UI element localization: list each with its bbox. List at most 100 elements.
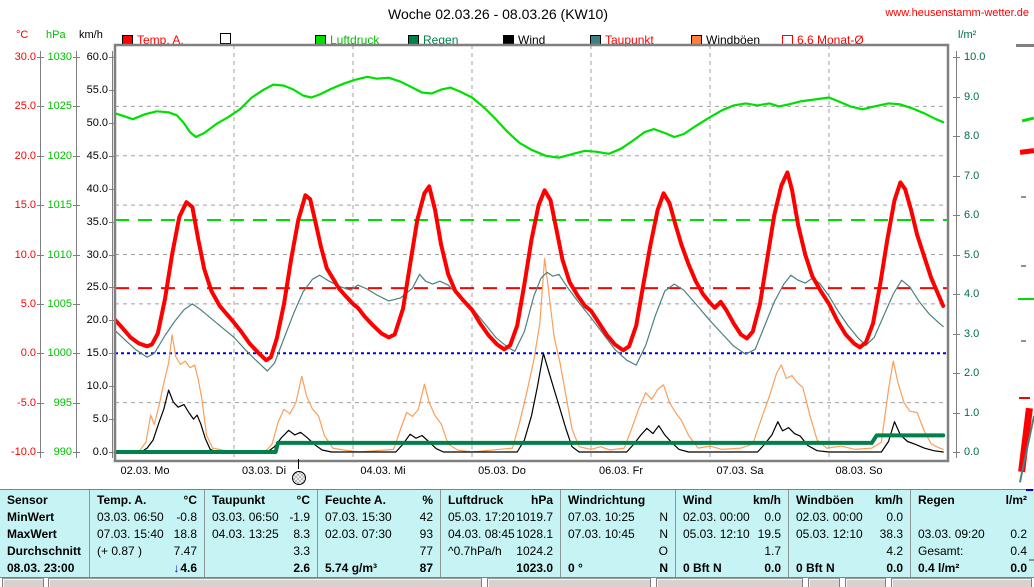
axis-tick-label-rain: 0.0 — [964, 446, 980, 458]
axis-tick-label-temp: -10.0 — [10, 446, 36, 458]
cell-left: 03.03. 09:20 — [918, 526, 985, 541]
table-cell-row: (+ 0.87 ) 7.47 — [90, 542, 204, 559]
x-axis-label: 07.03. Sa — [716, 465, 764, 477]
x-axis-label: 02.03. Mo — [120, 465, 170, 477]
cell-value: 0.0 — [1010, 560, 1027, 575]
table-cell-row: 5.74 g/m³ 87 — [318, 559, 440, 576]
row-label-text: MaxWert — [7, 526, 57, 541]
axis-header-lm2: l/m² — [958, 29, 977, 41]
legend-label: Regen — [423, 33, 459, 47]
cell-value: 1028.1 — [516, 526, 553, 541]
axis-tick-label-hpa: 1005 — [47, 297, 72, 310]
axis-tick-label-temp: 25.0 — [14, 100, 36, 113]
full-moon-icon — [292, 471, 306, 485]
cell-value: N — [659, 509, 668, 524]
cell-value: 2.6 — [293, 560, 310, 575]
legend-swatch-icon — [220, 33, 231, 44]
axis-tick-temp — [37, 254, 44, 256]
sensor-stats-table: Sensor MinWert MaxWert Durchschnitt 08.03. 2… — [0, 489, 1034, 578]
chart-fragment-mark — [1021, 265, 1026, 267]
axis-tick-hpa — [73, 155, 80, 157]
row-label-text: Sensor — [7, 492, 48, 507]
axis-tick-label-kmh: 15.0 — [86, 347, 108, 360]
axis-tick-label-rain: 7.0 — [964, 169, 980, 182]
chart-fragment-mark — [1021, 340, 1026, 342]
table-cell-row: 05.03. 17:20 1019.7 — [441, 508, 560, 525]
website-link[interactable]: www.heusenstamm-wetter.de — [885, 7, 1029, 19]
cell-value: 18.8 — [173, 526, 197, 541]
table-cell-row: 2.6 — [205, 559, 317, 576]
table-cell-row: 03.03. 06:50 -1.9 — [205, 508, 317, 525]
table-cell-row: 0 Bft N 0.0 — [676, 559, 788, 576]
axis-tick-label-temp: 30.0 — [14, 51, 36, 63]
column-title: Windrichtung — [568, 492, 646, 507]
axis-tick-rain — [953, 412, 960, 414]
axis-tick-label-hpa: 1015 — [47, 199, 72, 212]
axis-tick-rain — [953, 96, 960, 98]
table-cell-row: 05.03. 12:10 38.3 — [789, 525, 910, 542]
table-cell-row: 03.03. 06:50 -0.8 — [90, 508, 204, 525]
table-cell-row: 07.03. 15:30 42 — [318, 508, 440, 525]
x-axis-label: 06.03. Fr — [598, 465, 644, 477]
axis-tick-label-kmh: 35.0 — [86, 215, 108, 228]
axis-tick-label-rain: 8.0 — [964, 130, 980, 142]
x-axis-label: 04.03. Mi — [360, 465, 406, 477]
column-title: Wind — [683, 492, 713, 507]
status-bar-segment — [2, 578, 44, 587]
cell-value: 1024.2 — [516, 543, 553, 558]
row-label-text: MinWert — [7, 509, 55, 524]
table-cell-row: 04.03. 08:45 1028.1 — [441, 525, 560, 542]
cell-left: 07.03. 15:40 — [97, 526, 164, 541]
table-cell-row: 1.7 — [676, 542, 788, 559]
table-row-label: MaxWert — [0, 525, 89, 542]
table-cell-row: 77 — [318, 542, 440, 559]
axis-tick-label-kmh: 55.0 — [86, 83, 108, 96]
table-cell-row: 02.03. 07:30 93 — [318, 525, 440, 542]
axis-tick-label-hpa: 990 — [53, 446, 72, 458]
axis-tick-hpa — [73, 254, 80, 256]
axis-tick-temp — [37, 402, 44, 404]
table-cell-row: 05.03. 12:10 19.5 — [676, 525, 788, 542]
cell-value: 19.5 — [757, 526, 781, 541]
axis-tick-hpa — [73, 452, 80, 453]
chart-fragment-mark — [1029, 559, 1034, 561]
cell-value: 0.4 — [1010, 543, 1027, 558]
cell-value: O — [658, 543, 668, 558]
cell-left: 05.03. 12:10 — [683, 526, 750, 541]
table-cell-row: ^0.7hPa/h 1024.2 — [441, 542, 560, 559]
axis-tick-temp — [37, 205, 44, 207]
legend-label: Taupunkt — [605, 33, 654, 47]
axis-tick-label-temp: 10.0 — [14, 248, 36, 261]
cell-value: -0.8 — [176, 509, 197, 524]
column-unit: % — [422, 492, 433, 507]
cell-left: 0 Bft N — [796, 560, 835, 575]
axis-tick-hpa — [73, 106, 80, 108]
cell-left: 04.03. 08:45 — [448, 526, 515, 541]
table-cell-row: 1023.0 — [441, 559, 560, 576]
legend-item-temp-a-: Temp. A. — [122, 33, 184, 47]
column-title: Luftdruck — [448, 492, 504, 507]
table-cell-row: O — [561, 542, 675, 559]
cell-left: 02.03. 00:00 — [683, 509, 750, 524]
series-windb-en — [115, 257, 944, 453]
axis-tick-kmh — [109, 386, 116, 388]
trend-down-arrow-icon: ↓ — [173, 560, 180, 575]
axis-tick-label-hpa: 995 — [53, 396, 72, 409]
axis-tick-hpa — [73, 205, 80, 207]
cell-left: 03.03. 06:50 — [97, 509, 164, 524]
axis-tick-label-temp: 20.0 — [14, 149, 36, 162]
cell-value: N — [659, 560, 668, 575]
axis-tick-kmh — [109, 188, 116, 190]
axis-tick-label-hpa: 1030 — [47, 51, 72, 63]
table-row-label: MinWert — [0, 508, 89, 525]
cell-value: 0.0 — [764, 560, 781, 575]
cell-left: 07.03. 10:45 — [568, 526, 635, 541]
table-column-wind: Wind km/h 02.03. 00:00 0.0 05.03. 12:10 19.5 1… — [676, 490, 789, 577]
table-cell-row: 07.03. 10:45 N — [561, 525, 675, 542]
moon-marker-tick — [298, 459, 299, 469]
column-unit: °C — [296, 492, 310, 507]
status-bar-segment — [808, 578, 840, 587]
cell-left: 05.03. 17:20 — [448, 509, 515, 524]
axis-tick-kmh — [109, 419, 116, 421]
cell-value: 77 — [419, 543, 433, 558]
